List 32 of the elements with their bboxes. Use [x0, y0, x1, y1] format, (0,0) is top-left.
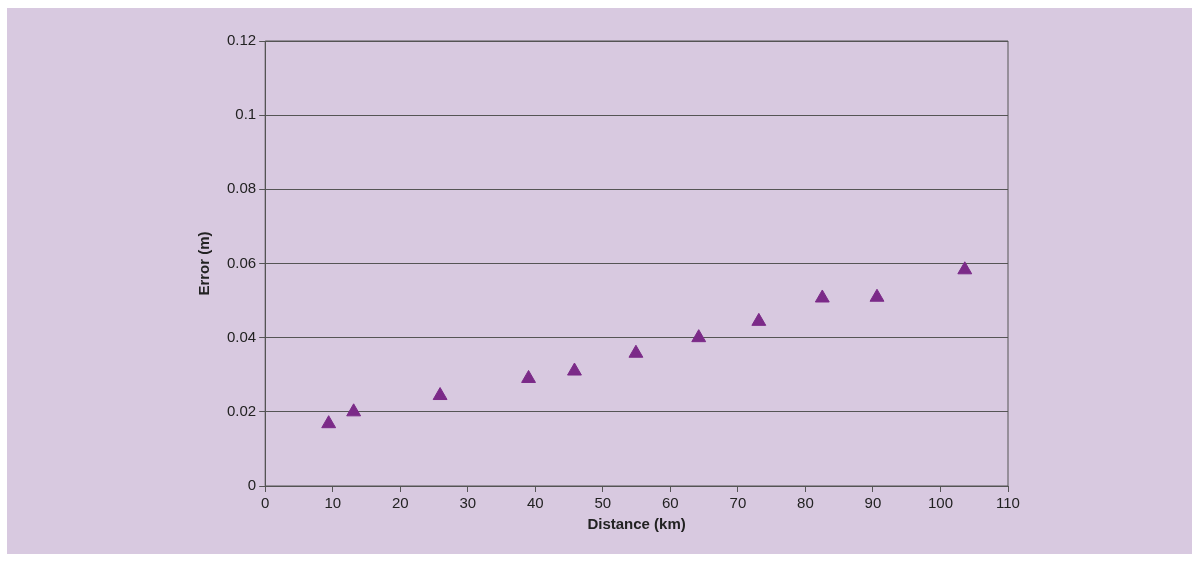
y-axis-title: Error (m)	[195, 231, 213, 296]
x-tick-label: 20	[391, 494, 409, 512]
y-tick-label: 0	[247, 476, 257, 494]
x-tick-label: 90	[864, 494, 882, 512]
y-tick-label: 0.06	[226, 253, 257, 271]
y-tick-label: 0.04	[226, 327, 257, 345]
x-axis-title: Distance (km)	[587, 515, 686, 533]
x-tick-label: 40	[526, 494, 544, 512]
point	[814, 289, 830, 303]
x-tick-label: 60	[662, 494, 679, 512]
x-tick-label: 80	[797, 494, 814, 512]
x-tick-label: 50	[594, 494, 612, 512]
point	[691, 329, 707, 343]
x-tick-label: 100	[927, 494, 953, 512]
x-tick-label: 0	[261, 494, 270, 512]
point	[751, 312, 767, 326]
point	[957, 261, 973, 275]
point	[567, 362, 582, 376]
x-tick-label: 110	[996, 494, 1020, 512]
point	[346, 403, 362, 417]
point	[869, 288, 885, 302]
x-tick-label: 30	[459, 494, 477, 512]
point	[521, 369, 536, 383]
point	[321, 415, 337, 429]
point	[432, 387, 448, 401]
y-tick-label: 0.08	[226, 179, 257, 197]
y-tick-label: 0.12	[226, 31, 257, 49]
y-tick-label: 0.02	[226, 401, 257, 419]
x-tick-label: 10	[324, 494, 342, 512]
point	[628, 344, 644, 358]
x-tick-label: 70	[729, 494, 747, 512]
y-tick-label: 0.1	[235, 105, 257, 123]
